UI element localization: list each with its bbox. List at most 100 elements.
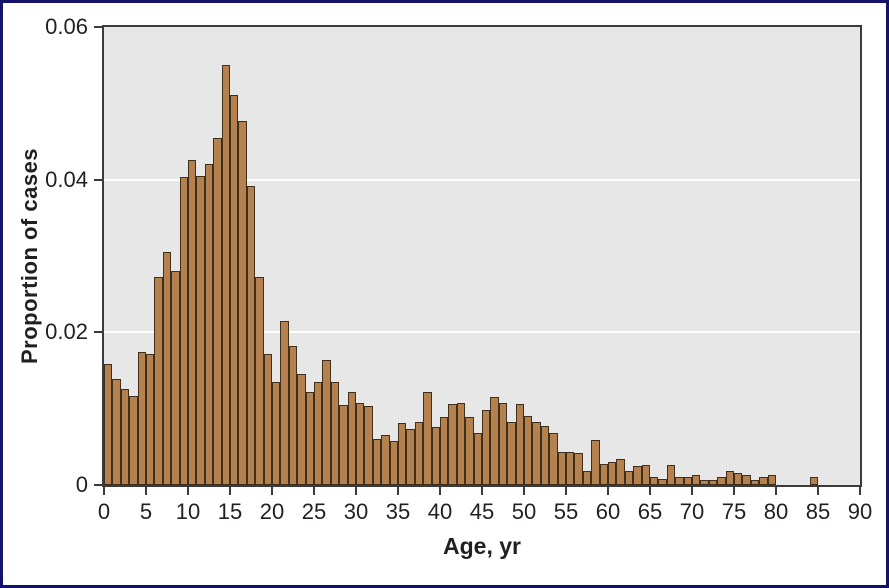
histogram-bar-age-33 [381,434,390,485]
x-tick-label: 30 [343,499,369,524]
histogram-bar-age-1 [112,378,121,485]
gridline [104,331,860,334]
histogram-bar-age-60 [608,462,617,485]
x-tick-label: 75 [721,499,747,524]
histogram-bar-age-36 [406,429,415,485]
x-tick-label: 25 [301,499,327,524]
histogram-bar-age-4 [137,352,146,485]
x-tick [481,487,483,495]
x-tick [775,487,777,495]
x-tick [565,487,567,495]
histogram-bar-age-20 [272,381,281,485]
histogram-bar-age-49 [515,404,524,485]
histogram-bar-age-27 [330,381,340,485]
histogram-bar-age-54 [557,452,566,485]
histogram-bar-age-46 [490,397,499,485]
histogram-bar-age-22 [288,346,298,485]
histogram-bar-age-78 [759,476,768,485]
x-tick [145,487,147,495]
histogram-bar-age-41 [448,404,457,485]
histogram-bar-age-59 [599,464,608,485]
histogram-bar-age-51 [532,422,541,485]
x-tick-label: 20 [259,499,285,524]
histogram-bar-age-29 [347,391,356,485]
y-axis: 0 0.02 0.04 0.06 [3,14,102,497]
histogram-bar-age-64 [641,465,650,485]
histogram-bar-age-0 [104,364,113,485]
histogram-bar-age-69 [683,476,692,485]
x-tick [733,487,735,495]
histogram-bar-age-3 [129,396,138,485]
histogram-bar-age-72 [708,479,718,485]
x-tick-label: 50 [511,499,537,524]
x-tick [817,487,819,495]
x-tick-label: 60 [595,499,621,524]
x-tick-label: 70 [679,499,705,524]
x-tick [607,487,609,495]
histogram-bar-age-71 [700,480,709,485]
histogram-bar-age-62 [624,471,634,485]
x-tick-label: 45 [469,499,495,524]
histogram-bar-age-18 [255,276,264,485]
histogram-bar-age-44 [473,433,482,485]
histogram-bar-age-43 [465,417,474,485]
histogram-bar-age-30 [356,403,365,485]
x-tick [355,487,357,495]
histogram-bar-age-32 [372,439,382,485]
histogram-bar-age-79 [767,475,776,485]
x-tick [229,487,231,495]
gridlines-layer [104,27,860,485]
histogram-bar-age-26 [322,359,331,485]
histogram-bar-age-66 [658,478,667,485]
x-tick [103,487,105,495]
histogram-bar-age-17 [246,185,256,485]
histogram-bar-age-68 [675,476,684,485]
histogram-bar-age-6 [154,277,163,485]
histogram-bar-age-52 [540,426,550,485]
histogram-bar-age-42 [456,402,466,485]
histogram-bar-age-55 [566,452,575,485]
y-axis-title: Proportion of cases [17,147,42,365]
histogram-bar-age-13 [213,137,222,485]
histogram-bars-layer [104,27,860,485]
histogram-bar-age-9 [179,176,188,485]
x-tick [649,487,651,495]
histogram-bar-age-2 [120,388,130,485]
histogram-bar-age-39 [431,427,440,485]
histogram-bar-age-63 [633,465,642,485]
gridline [104,178,860,181]
histogram-bar-age-56 [574,452,583,485]
histogram-bar-age-23 [297,374,306,485]
x-tick-label: 35 [385,499,411,524]
histogram-bar-age-40 [440,417,449,485]
x-tick [313,487,315,495]
x-tick-label: 90 [847,499,873,524]
x-tick-label: 80 [763,499,789,524]
histogram-bar-age-34 [389,440,398,485]
histogram-bar-age-58 [591,439,600,485]
histogram-bar-age-73 [717,477,726,485]
y-tick [94,26,102,28]
histogram-bar-age-76 [742,475,751,485]
histogram-bar-age-12 [204,163,214,485]
y-tick-label: 0.02 [45,319,88,345]
x-tick-label: 5 [139,499,153,524]
histogram-bar-age-37 [414,422,424,485]
histogram-bar-age-21 [280,320,289,485]
x-tick-label: 65 [637,499,663,524]
histogram-bar-age-16 [238,120,247,485]
histogram-bar-age-47 [498,402,508,485]
histogram-bar-age-74 [725,470,734,485]
histogram-bar-age-8 [171,271,180,485]
y-tick-label: 0 [75,472,88,497]
y-tick-label: 0.04 [45,166,88,192]
histogram-bar-age-7 [162,252,172,485]
histogram-bar-age-65 [650,476,659,485]
x-tick [397,487,399,495]
y-tick [94,178,102,181]
histogram-bar-age-67 [666,465,676,485]
histogram-bar-age-38 [423,391,432,485]
y-tick [94,484,102,486]
x-tick [691,487,693,495]
